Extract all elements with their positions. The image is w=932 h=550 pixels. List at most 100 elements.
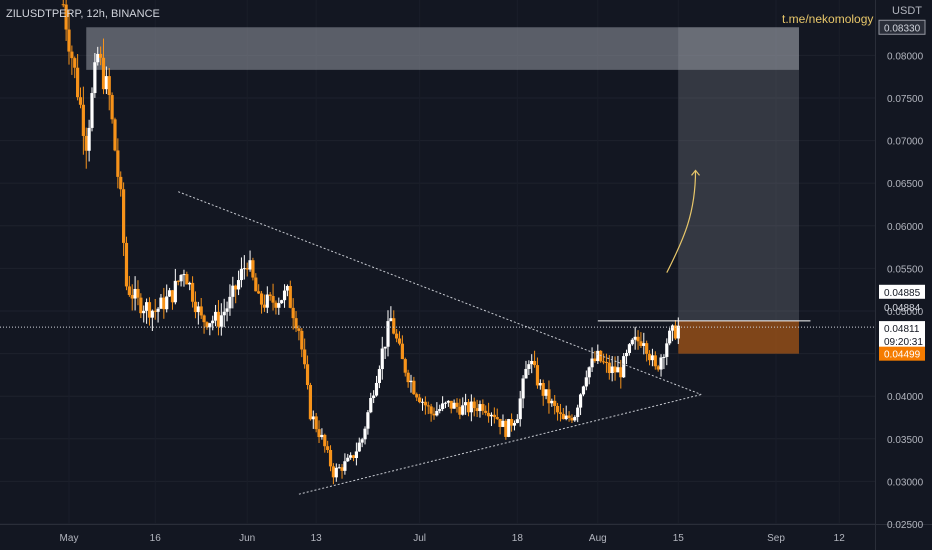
candle-body [104,76,108,90]
candle-body [642,343,646,346]
y-tick-label: 0.03000 [887,477,924,488]
candle-body [314,416,318,430]
candle-body [116,150,120,177]
candle-body [409,380,413,383]
candle-body [245,268,249,270]
candle-body [179,275,183,282]
candle-body [150,310,154,318]
candle-body [544,389,548,396]
candle-body [328,449,333,467]
y-tick-label: 0.05000 [887,307,924,318]
y-tick-label: 0.06500 [887,179,924,190]
y-tick-label: 0.03500 [887,435,924,446]
candle-body [331,466,336,478]
candle-body [274,302,278,308]
y-tick-label: 0.05500 [887,264,924,275]
candle-body [530,360,534,365]
candle-body [311,416,315,420]
candle-body [570,417,574,421]
candle-body [159,297,163,309]
candle-body [136,288,140,298]
candle-body [578,394,583,408]
candle-body [547,389,551,404]
candle-body [576,407,580,417]
candle-body [248,260,252,270]
y-tick-label: 0.04000 [887,392,924,403]
candle-body [636,336,640,342]
candle-body [64,4,68,30]
price-label-bg [879,321,925,336]
candle-body [366,412,370,429]
candle-body [357,442,361,452]
candle-body [441,403,445,410]
candles [61,0,680,485]
candle-body [630,339,634,345]
candle-body [432,413,436,416]
candle-body [337,467,341,469]
candle-body [90,93,94,128]
entry-zone [678,320,799,354]
y-tick-label: 0.08000 [887,51,924,62]
candle-body [624,352,629,357]
candle-body [429,406,433,414]
candle-body [291,307,295,319]
candle-body [377,369,381,383]
triangle-lower-line [298,394,702,495]
candle-body [351,455,356,459]
price-label: 0.08330 [884,23,921,34]
candle-body [492,414,496,418]
candle-body [461,405,465,415]
candle-body [607,362,611,374]
candle-body [225,308,229,312]
candle-body [670,325,675,331]
candle-body [305,364,310,386]
price-labels: 0.08330 0.04885 0.04884 0.04811 09:20:31 0.04… [878,19,926,361]
price-label-bg [879,334,925,349]
candle-body [386,321,390,347]
candle-body [162,297,166,310]
x-tick-label: Jul [413,533,426,544]
candle-body [455,402,459,407]
candle-body [374,382,379,396]
candle-body [222,311,226,316]
candle-body [67,29,71,52]
candle-body [372,395,376,399]
candle-body [219,315,223,327]
candle-body [392,318,396,334]
triangle-upper-line [178,191,702,395]
candle-body [627,344,632,353]
candle-body [613,366,617,373]
candle-body [211,320,215,324]
candle-body [532,360,537,366]
candle-body [550,400,554,404]
candle-body [251,260,255,278]
candle-body [119,176,123,190]
candle-body [472,401,476,409]
x-tick-label: May [60,533,79,544]
candle-body [271,296,275,303]
y-tick-label: 0.07500 [887,94,924,105]
candle-body [285,285,290,291]
candle-body [257,291,261,294]
candle-body [308,385,313,420]
candle-body [236,280,241,290]
currency-label: USDT [892,5,922,17]
candle-body [521,378,525,399]
candle-body [403,359,407,373]
candle-body [397,338,402,344]
y-tick-label: 0.06000 [887,222,924,233]
candle-body [524,368,528,379]
trend-lines [0,169,875,495]
zones [86,27,799,354]
x-tick-label: 13 [311,533,323,544]
price-label: 0.04884 [884,303,921,314]
price-label: 0.04885 [884,288,921,299]
candle-body [216,311,221,327]
candle-body [61,4,65,6]
candle-body [504,420,508,437]
candle-body [446,400,450,403]
price-label-bg [879,284,925,299]
candle-body [469,401,473,413]
